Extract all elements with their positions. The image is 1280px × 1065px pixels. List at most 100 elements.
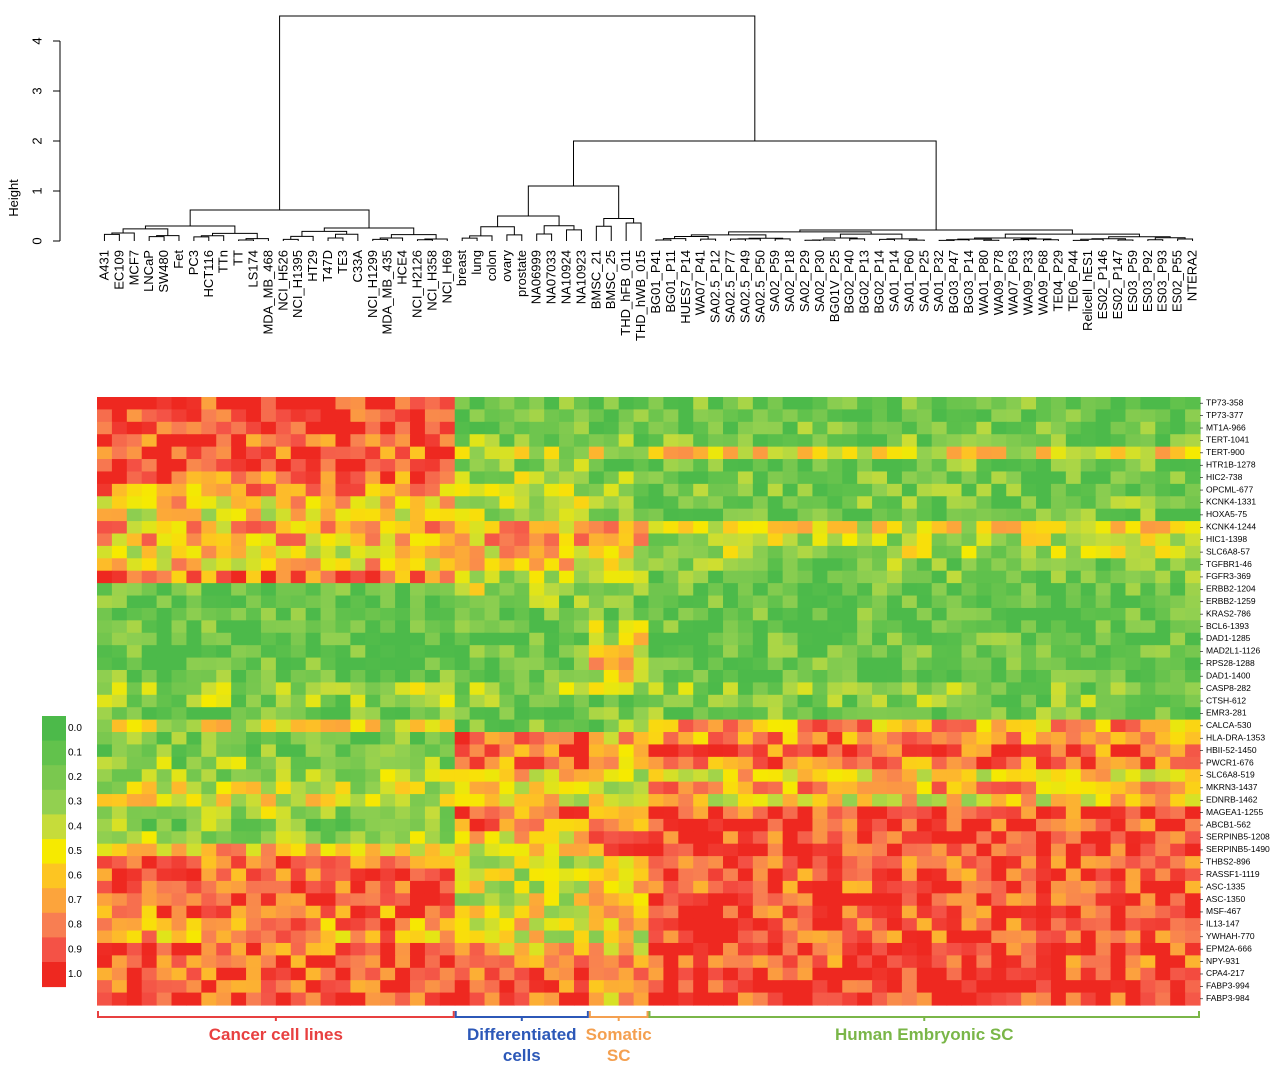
- heatmap-cell: [246, 880, 262, 894]
- heatmap-cell: [782, 918, 799, 932]
- heatmap-cell: [633, 521, 650, 535]
- heatmap-cell: [469, 471, 486, 485]
- heatmap-cell: [529, 719, 545, 733]
- heatmap-cell: [886, 607, 903, 621]
- heatmap-cell: [1050, 905, 1067, 919]
- heatmap-cell: [573, 980, 590, 994]
- heatmap-cell: [559, 632, 575, 646]
- heatmap-cell: [1140, 843, 1156, 857]
- heatmap-cell: [1170, 756, 1186, 770]
- heatmap-cell: [976, 769, 992, 783]
- heatmap-cell: [1050, 682, 1067, 696]
- heatmap-cell: [1095, 744, 1112, 758]
- heatmap-cell: [1050, 521, 1067, 535]
- heatmap-cell: [827, 744, 843, 758]
- heatmap-cell: [97, 607, 113, 621]
- heatmap-cell: [573, 669, 590, 683]
- heatmap-cell: [1140, 980, 1156, 994]
- gene-label: KCNK4-1244: [1206, 522, 1256, 532]
- heatmap-cell: [469, 669, 486, 683]
- heatmap-cell: [246, 942, 262, 956]
- heatmap-cell: [723, 471, 739, 485]
- heatmap-cell: [827, 657, 843, 671]
- heatmap-cell: [767, 732, 784, 746]
- heatmap-cell: [767, 682, 784, 696]
- heatmap-cell: [991, 471, 1007, 485]
- heatmap-cell: [201, 669, 217, 683]
- heatmap-cell: [961, 607, 978, 621]
- heatmap-cell: [931, 905, 948, 919]
- heatmap-cell: [886, 508, 903, 522]
- heatmap-cell: [1095, 483, 1112, 497]
- y-tick-label: 0: [29, 237, 44, 244]
- heatmap-cell: [588, 397, 605, 411]
- heatmap-cell: [499, 893, 515, 907]
- heatmap-cell: [1095, 397, 1112, 411]
- heatmap-cell: [231, 657, 247, 671]
- heatmap-cell: [827, 409, 843, 423]
- heatmap-cell: [126, 719, 143, 733]
- heatmap-cell: [1006, 942, 1022, 956]
- heatmap-cell: [469, 769, 486, 783]
- heatmap-cell: [573, 595, 590, 609]
- heatmap-cell: [812, 669, 828, 683]
- heatmap-cell: [529, 521, 545, 535]
- heatmap-cell: [797, 545, 814, 559]
- heatmap-cell: [156, 620, 173, 634]
- heatmap-cell: [633, 856, 650, 870]
- heatmap-cell: [305, 831, 322, 845]
- heatmap-cell: [842, 595, 858, 609]
- heatmap-cell: [365, 533, 381, 547]
- heatmap-cell: [350, 732, 366, 746]
- heatmap-cell: [752, 942, 769, 956]
- heatmap-cell: [260, 421, 277, 435]
- heatmap-cell: [1170, 818, 1186, 832]
- heatmap-cell: [111, 930, 128, 944]
- heatmap-cell: [1050, 880, 1067, 894]
- heatmap-cell: [1065, 781, 1082, 795]
- group-bracket: [648, 1011, 1200, 1018]
- heatmap-cell: [812, 942, 828, 956]
- heatmap-cell: [1050, 471, 1067, 485]
- heatmap-cell: [350, 607, 366, 621]
- heatmap-cell: [320, 831, 337, 845]
- heatmap-cell: [946, 434, 963, 448]
- heatmap-cell: [618, 868, 635, 882]
- heatmap-cell: [141, 446, 158, 460]
- heatmap-cell: [573, 756, 590, 770]
- heatmap-cell: [1036, 930, 1052, 944]
- heatmap-cell: [156, 409, 173, 423]
- heatmap-cell: [723, 657, 739, 671]
- heatmap-cell: [484, 496, 501, 510]
- heatmap-cell: [1125, 446, 1141, 460]
- heatmap-cell: [305, 508, 322, 522]
- heatmap-cell: [1095, 980, 1112, 994]
- heatmap-cell: [1170, 868, 1186, 882]
- heatmap-cell: [737, 645, 754, 659]
- heatmap-cell: [275, 806, 292, 820]
- heatmap-cell: [529, 794, 545, 808]
- heatmap-cell: [141, 980, 158, 994]
- heatmap-cell: [216, 794, 232, 808]
- heatmap-cell: [544, 905, 560, 919]
- heatmap-cell: [961, 434, 978, 448]
- heatmap-cell: [573, 967, 590, 981]
- heatmap-cell: [216, 657, 232, 671]
- heatmap-cell: [1080, 533, 1097, 547]
- heatmap-cell: [648, 893, 665, 907]
- gene-label: HOXA5-75: [1206, 509, 1247, 519]
- heatmap-cell: [484, 868, 501, 882]
- gene-label: RASSF1-1119: [1206, 869, 1260, 879]
- heatmap-cell: [872, 409, 888, 423]
- heatmap-cell: [961, 409, 978, 423]
- heatmap-cell: [1140, 781, 1156, 795]
- heatmap-cell: [335, 657, 351, 671]
- heatmap-cell: [1006, 508, 1022, 522]
- heatmap-cell: [931, 930, 948, 944]
- heatmap-cell: [1095, 533, 1112, 547]
- heatmap-cell: [1050, 620, 1067, 634]
- heatmap-cell: [1125, 545, 1141, 559]
- heatmap-cell: [395, 905, 411, 919]
- heatmap-cell: [186, 595, 202, 609]
- heatmap-cell: [1036, 595, 1052, 609]
